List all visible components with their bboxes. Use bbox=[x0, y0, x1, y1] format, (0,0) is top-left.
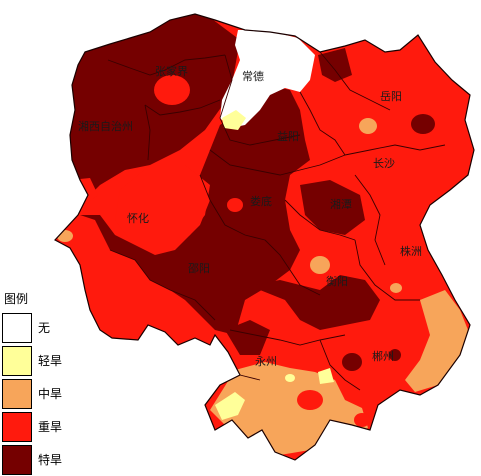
label-yiyang: 益阳 bbox=[277, 129, 299, 143]
legend-label-severe: 重旱 bbox=[38, 420, 63, 434]
legend-label-mild: 轻旱 bbox=[38, 354, 63, 368]
zone-mild-changde bbox=[222, 110, 246, 130]
zone-extreme-north bbox=[318, 48, 352, 82]
spot-moderate-yueyang bbox=[359, 118, 377, 134]
spot-severe-loudi bbox=[227, 198, 243, 212]
label-chenzhou: 郴州 bbox=[372, 349, 394, 363]
label-xiangtan: 湘潭 bbox=[330, 197, 352, 211]
zone-extreme-xiangtan bbox=[300, 180, 365, 235]
label-yueyang: 岳阳 bbox=[380, 90, 402, 103]
zone-extreme-centre bbox=[220, 275, 380, 330]
legend-swatch-mild bbox=[2, 345, 32, 376]
zone-extreme-yueyang-spot bbox=[411, 114, 435, 134]
zone-extreme-chenzhou-spot2 bbox=[389, 349, 401, 361]
label-changde: 常德 bbox=[242, 69, 264, 83]
zone-extreme-southwest bbox=[80, 85, 310, 335]
legend-title: 图例 bbox=[4, 292, 29, 306]
label-yongzhou: 永州 bbox=[255, 354, 277, 368]
label-xiangxi: 湘西自治州 bbox=[78, 119, 133, 133]
legend-item-mild: 轻旱 bbox=[2, 344, 72, 377]
zone-extreme-chenzhou-spot bbox=[342, 353, 362, 371]
spot-severe-south2 bbox=[354, 413, 370, 427]
legend-item-none: 无 bbox=[2, 311, 72, 344]
label-hengyang: 衡阳 bbox=[326, 275, 348, 288]
zone-severe-zhangjiajie bbox=[154, 75, 190, 105]
legend: 图例 无 轻旱 中旱 重旱 特旱 bbox=[2, 290, 72, 476]
zone-moderate-southeast bbox=[405, 290, 470, 392]
prefecture-boundaries bbox=[107, 51, 446, 391]
spot-moderate-hengyang bbox=[310, 256, 330, 274]
label-zhuzhou: 株洲 bbox=[400, 244, 422, 258]
zone-severe-south-spot bbox=[297, 390, 323, 410]
province-outline bbox=[54, 13, 475, 461]
zone-mild-south bbox=[215, 392, 245, 420]
legend-item-severe: 重旱 bbox=[2, 410, 72, 443]
label-shaoyang: 邵阳 bbox=[188, 262, 210, 275]
zone-severe-huaihua bbox=[115, 165, 210, 250]
legend-swatch-none bbox=[2, 312, 32, 343]
legend-swatch-extreme bbox=[2, 444, 32, 475]
spot-moderate-zhuzhou bbox=[390, 283, 402, 293]
legend-swatch-moderate bbox=[2, 378, 32, 409]
legend-swatch-severe bbox=[2, 411, 32, 442]
legend-item-extreme: 特旱 bbox=[2, 443, 72, 476]
label-loudi: 娄底 bbox=[250, 194, 272, 208]
label-huaihua: 怀化 bbox=[127, 211, 149, 225]
legend-label-extreme: 特旱 bbox=[38, 453, 63, 467]
label-changsha: 长沙 bbox=[373, 157, 395, 170]
city-labels: 张家界 常德 岳阳 湘西自治州 益阳 长沙 怀化 娄底 湘潭 株洲 邵阳 衡阳 … bbox=[78, 64, 422, 368]
legend-label-moderate: 中旱 bbox=[38, 387, 63, 401]
spot-mild-yongzhou bbox=[285, 374, 295, 382]
zone-extreme-west bbox=[60, 14, 240, 200]
label-zhangjiajie: 张家界 bbox=[155, 64, 188, 78]
zone-none-changde bbox=[220, 30, 315, 128]
legend-label-none: 无 bbox=[38, 321, 51, 335]
zone-mild-south2 bbox=[318, 368, 334, 384]
legend-item-moderate: 中旱 bbox=[2, 377, 72, 410]
zone-extreme-south bbox=[225, 320, 270, 355]
